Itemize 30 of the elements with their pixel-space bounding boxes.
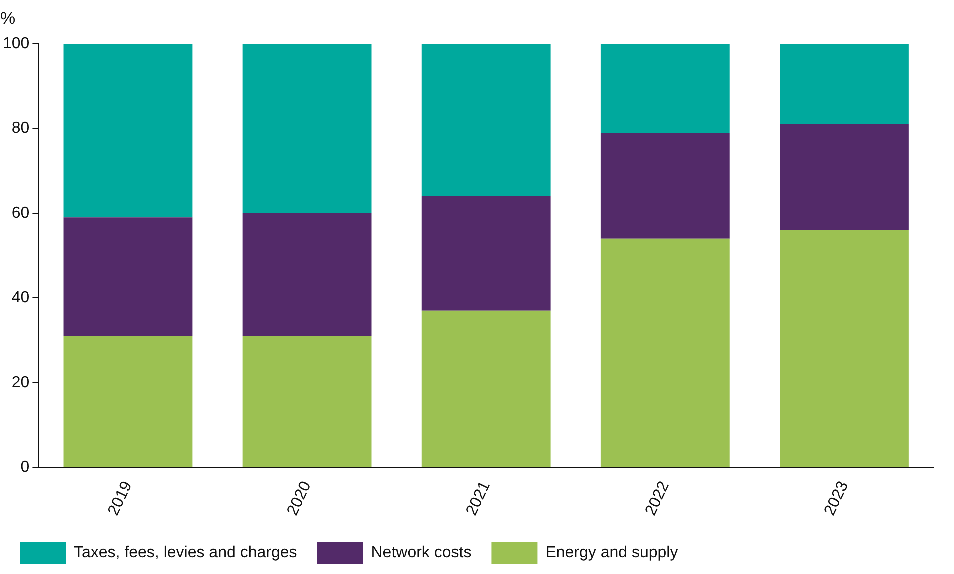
bar xyxy=(600,238,730,468)
bar xyxy=(242,336,372,468)
legend-label: Energy and supply xyxy=(546,544,678,562)
bar xyxy=(64,44,193,218)
legend-label: Taxes, fees, levies and charges xyxy=(74,544,298,562)
x-tick-label: 2023 xyxy=(822,478,852,518)
y-axis-title: % xyxy=(0,9,16,28)
y-tick-label: 100 xyxy=(2,35,30,52)
y-tick-label: 80 xyxy=(12,120,30,138)
x-tick-label: 2019 xyxy=(105,478,136,518)
bar xyxy=(64,218,193,336)
legend-label: Network costs xyxy=(371,544,472,562)
y-tick-label: 60 xyxy=(12,204,30,222)
bar xyxy=(422,44,551,197)
bar xyxy=(422,196,551,311)
bar xyxy=(64,336,193,468)
y-tick-label: 40 xyxy=(12,290,30,307)
bar xyxy=(780,230,909,468)
x-tick-label: 2022 xyxy=(642,478,674,518)
bar xyxy=(780,44,909,124)
y-tick-label: 0 xyxy=(20,459,30,476)
bar xyxy=(242,44,372,214)
x-tick-label: 2021 xyxy=(464,478,494,518)
bar xyxy=(600,44,730,133)
bar xyxy=(780,124,909,230)
y-tick-label: 20 xyxy=(12,374,30,392)
x-tick-label: 2020 xyxy=(284,478,315,518)
bar xyxy=(422,310,551,468)
bar xyxy=(600,132,730,239)
bar xyxy=(242,213,372,336)
